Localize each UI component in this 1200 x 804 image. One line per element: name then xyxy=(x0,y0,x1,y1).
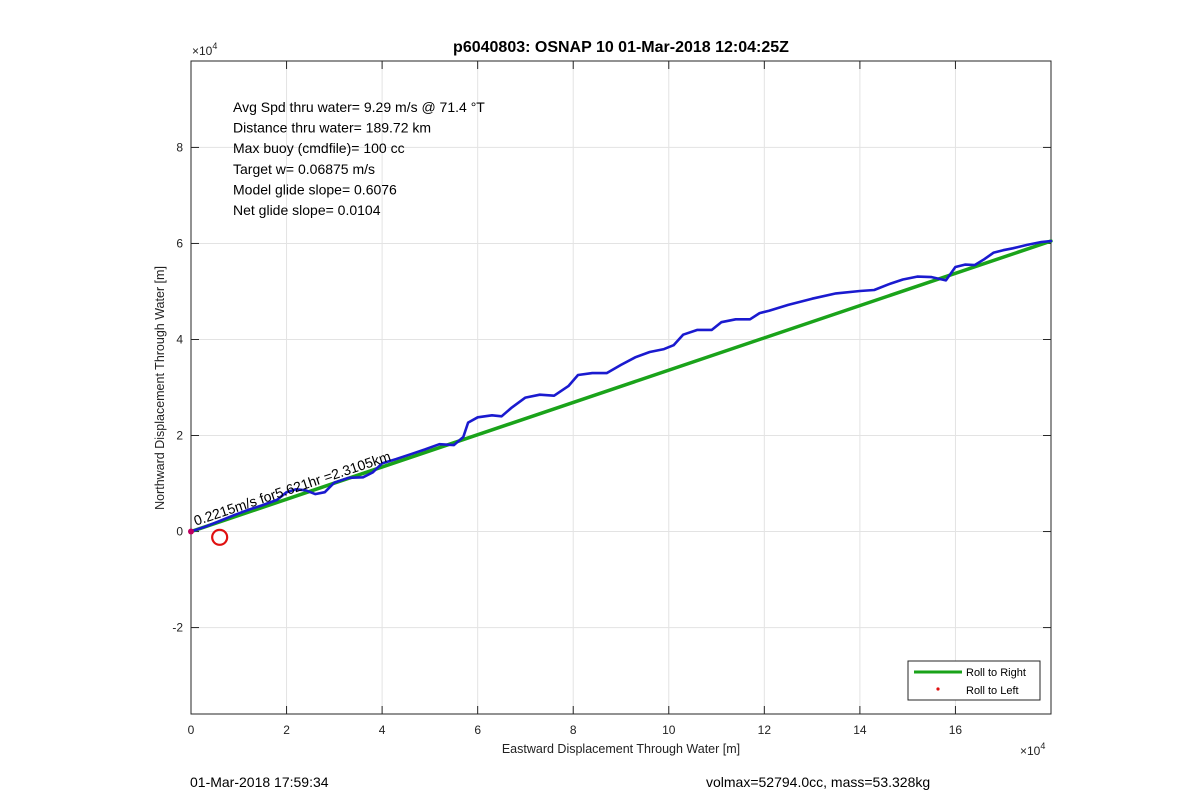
legend-label-right: Roll to Right xyxy=(966,667,1026,679)
x-tick-label: 12 xyxy=(758,723,772,737)
grid xyxy=(191,61,1051,714)
y-tick-label: 8 xyxy=(176,140,183,154)
current-position-marker xyxy=(211,528,229,546)
x-tick-label: 10 xyxy=(662,723,676,737)
y-tick-label: 0 xyxy=(176,525,183,539)
series-track xyxy=(189,239,1053,533)
y-tick-label: 2 xyxy=(176,429,183,443)
annotation-line: Target w= 0.06875 m/s xyxy=(233,161,375,177)
svg-text:×104: ×104 xyxy=(192,41,217,58)
x-tick-label: 16 xyxy=(949,723,963,737)
plot-area: 0.2215m/s for5.621hr =2.3105km xyxy=(188,239,1053,546)
legend-box xyxy=(907,660,1041,701)
legend-label-left: Roll to Left xyxy=(966,685,1019,697)
series-roll-to-right xyxy=(189,239,1053,534)
annotation-line: Avg Spd thru water= 9.29 m/s @ 71.4 °T xyxy=(233,99,485,115)
footer-timestamp: 01-Mar-2018 17:59:34 xyxy=(190,774,329,790)
track-label: 0.2215m/s for5.621hr =2.3105km xyxy=(192,448,393,529)
svg-text:×104: ×104 xyxy=(1020,741,1045,758)
x-axis-exponent: ×104 xyxy=(1020,741,1045,758)
x-tick-label: 2 xyxy=(283,723,290,737)
footer-vol-mass: volmax=52794.0cc, mass=53.328kg xyxy=(706,774,931,790)
legend-swatch-left xyxy=(936,687,940,691)
x-axis-label: Eastward Displacement Through Water [m] xyxy=(502,742,740,756)
ticks xyxy=(190,61,1051,714)
x-tick-label: 0 xyxy=(188,723,195,737)
y-tick-label: 6 xyxy=(176,236,183,250)
x-tick-label: 4 xyxy=(379,723,386,737)
axes-frame xyxy=(190,60,1052,715)
x-tick-label: 8 xyxy=(570,723,577,737)
tick-labels: 0 2 4 6 8 10 12 14 16 -2 0 2 4 6 8 xyxy=(172,140,962,737)
y-exponent: 4 xyxy=(212,41,217,51)
start-marker xyxy=(188,528,194,535)
x-tick-label: 6 xyxy=(474,723,481,737)
legend: Roll to Right Roll to Left xyxy=(907,660,1041,701)
y-axis-label: Northward Displacement Through Water [m] xyxy=(153,266,167,510)
x-multiplier: ×10 xyxy=(1020,744,1041,758)
annotation-block: Avg Spd thru water= 9.29 m/s @ 71.4 °T Di… xyxy=(233,99,485,218)
y-tick-label: 4 xyxy=(176,332,183,346)
annotation-line: Max buoy (cmdfile)= 100 cc xyxy=(233,140,405,156)
x-tick-label: 14 xyxy=(853,723,867,737)
annotation-line: Distance thru water= 189.72 km xyxy=(233,120,431,136)
annotation-line: Net glide slope= 0.0104 xyxy=(233,202,381,218)
annotation-line: Model glide slope= 0.6076 xyxy=(233,181,397,197)
y-multiplier: ×10 xyxy=(192,44,213,58)
chart-title: p6040803: OSNAP 10 01-Mar-2018 12:04:25Z xyxy=(453,39,789,56)
x-exponent: 4 xyxy=(1040,741,1045,751)
y-tick-label: -2 xyxy=(172,621,183,635)
y-axis-exponent: ×104 xyxy=(192,41,217,58)
